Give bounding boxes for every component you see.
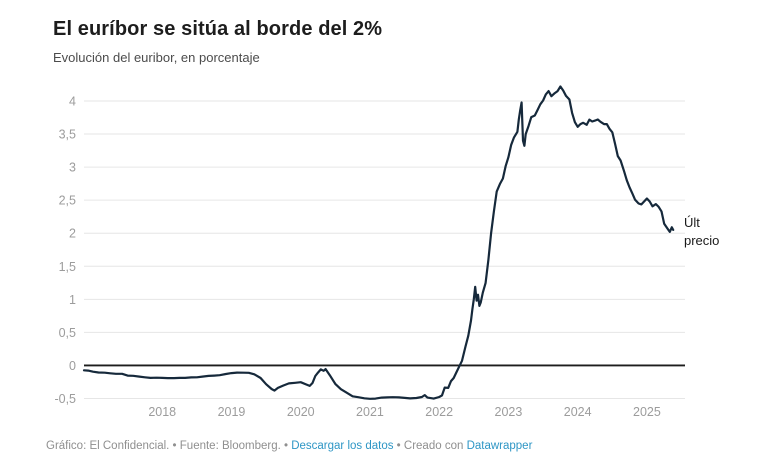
y-tick-label: 2,5: [59, 194, 76, 208]
datawrapper-link[interactable]: Datawrapper: [466, 440, 533, 452]
footer-separator: •: [393, 440, 404, 452]
page-title: El euríbor se sitúa al borde del 2%: [53, 18, 383, 40]
y-tick-label: 0,5: [59, 326, 76, 340]
x-tick-label: 2019: [218, 405, 246, 419]
y-tick-label: -0,5: [54, 392, 76, 406]
download-data-link[interactable]: Descargar los datos: [291, 440, 394, 452]
y-tick-label: 2: [69, 227, 76, 241]
x-tick-label: 2018: [148, 405, 176, 419]
x-tick-label: 2024: [564, 405, 592, 419]
last-price-annotation: Últ precio: [684, 215, 720, 248]
y-tick-label: 1,5: [59, 260, 76, 274]
footer-credit: Gráfico: El Confidencial. • Fuente: Bloo…: [46, 440, 292, 452]
x-tick-label: 2023: [495, 405, 523, 419]
y-tick-label: 1: [69, 293, 76, 307]
y-tick-label: 3,5: [59, 128, 76, 142]
footer-created-with: Creado con: [403, 440, 467, 452]
footer: Gráfico: El Confidencial. • Fuente: Bloo…: [46, 440, 532, 452]
x-tick-label: 2025: [633, 405, 661, 419]
y-tick-label: 3: [69, 161, 76, 175]
x-tick-label: 2022: [425, 405, 453, 419]
euribor-line: [82, 85, 675, 400]
x-tick-label: 2021: [356, 405, 384, 419]
chart-subtitle: Evolución del euribor, en porcentaje: [53, 50, 260, 65]
y-tick-label: 4: [69, 95, 76, 109]
x-tick-label: 2020: [287, 405, 315, 419]
y-tick-label: 0: [69, 359, 76, 373]
